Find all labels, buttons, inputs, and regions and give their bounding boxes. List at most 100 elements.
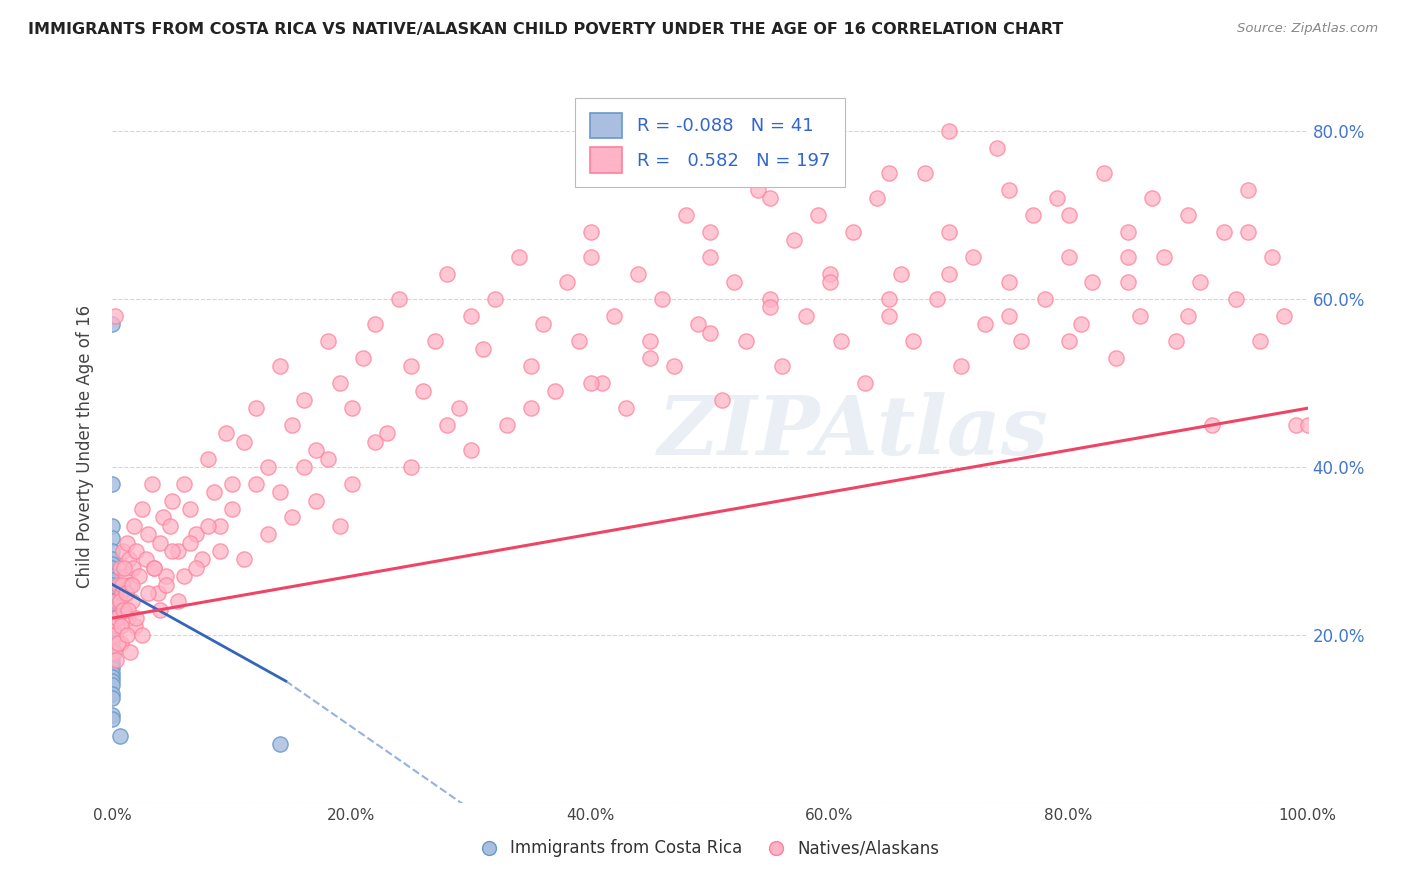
- Point: [855, 376, 877, 390]
- Point: [460, 309, 482, 323]
- Point: [101, 560, 124, 574]
- Point: [1094, 166, 1116, 180]
- Point: [101, 599, 124, 613]
- Point: [401, 460, 423, 475]
- Point: [842, 225, 865, 239]
- Point: [1296, 417, 1319, 432]
- Point: [1081, 275, 1104, 289]
- Point: [747, 183, 769, 197]
- Point: [735, 334, 758, 348]
- Point: [1213, 225, 1236, 239]
- Point: [103, 645, 125, 659]
- Point: [794, 309, 817, 323]
- Point: [186, 527, 208, 541]
- Point: [101, 690, 124, 705]
- Point: [105, 653, 128, 667]
- Point: [101, 670, 124, 684]
- Point: [281, 510, 304, 524]
- Point: [101, 665, 124, 680]
- Point: [305, 493, 328, 508]
- Point: [112, 603, 135, 617]
- Point: [110, 619, 132, 633]
- Point: [101, 574, 124, 588]
- Point: [759, 191, 782, 205]
- Point: [962, 250, 984, 264]
- Point: [114, 560, 135, 574]
- Point: [388, 292, 411, 306]
- Point: [472, 343, 495, 357]
- Point: [364, 318, 387, 332]
- Point: [460, 443, 482, 458]
- Point: [101, 674, 124, 689]
- Text: Source: ZipAtlas.com: Source: ZipAtlas.com: [1237, 22, 1378, 36]
- Point: [364, 434, 387, 449]
- Point: [890, 267, 912, 281]
- Point: [108, 560, 131, 574]
- Point: [104, 309, 127, 323]
- Point: [101, 594, 124, 608]
- Point: [508, 250, 530, 264]
- Point: [340, 401, 363, 416]
- Point: [179, 502, 201, 516]
- Point: [101, 707, 124, 722]
- Point: [425, 334, 447, 348]
- Point: [1237, 225, 1260, 239]
- Point: [101, 532, 124, 546]
- Point: [1153, 250, 1175, 264]
- Point: [101, 687, 124, 701]
- Point: [305, 443, 328, 458]
- Point: [675, 208, 697, 222]
- Point: [1189, 275, 1212, 289]
- Point: [124, 619, 146, 633]
- Point: [101, 632, 124, 646]
- Point: [105, 611, 128, 625]
- Point: [101, 619, 124, 633]
- Point: [699, 326, 721, 340]
- Point: [340, 476, 363, 491]
- Point: [101, 476, 124, 491]
- Point: [101, 636, 124, 650]
- Point: [125, 611, 148, 625]
- Point: [167, 544, 190, 558]
- Point: [269, 737, 291, 751]
- Point: [1272, 309, 1295, 323]
- Point: [138, 586, 160, 600]
- Point: [186, 560, 208, 574]
- Point: [927, 292, 949, 306]
- Point: [105, 594, 128, 608]
- Point: [329, 518, 352, 533]
- Point: [640, 351, 662, 365]
- Point: [114, 603, 135, 617]
- Point: [146, 586, 169, 600]
- Point: [579, 225, 602, 239]
- Point: [131, 628, 153, 642]
- Point: [114, 586, 136, 600]
- Point: [316, 334, 339, 348]
- Point: [568, 334, 591, 348]
- Point: [101, 607, 124, 621]
- Point: [998, 309, 1021, 323]
- Point: [974, 318, 997, 332]
- Point: [131, 502, 153, 516]
- Point: [831, 334, 853, 348]
- Point: [245, 401, 267, 416]
- Point: [149, 603, 172, 617]
- Point: [592, 376, 614, 390]
- Point: [173, 476, 195, 491]
- Point: [1033, 292, 1056, 306]
- Point: [818, 267, 841, 281]
- Point: [1261, 250, 1284, 264]
- Point: [173, 569, 195, 583]
- Point: [159, 518, 181, 533]
- Point: [1177, 309, 1199, 323]
- Point: [121, 577, 143, 591]
- Point: [292, 460, 315, 475]
- Point: [101, 552, 124, 566]
- Point: [1177, 208, 1199, 222]
- Text: IMMIGRANTS FROM COSTA RICA VS NATIVE/ALASKAN CHILD POVERTY UNDER THE AGE OF 16 C: IMMIGRANTS FROM COSTA RICA VS NATIVE/ALA…: [28, 22, 1063, 37]
- Point: [101, 678, 124, 692]
- Point: [117, 611, 139, 625]
- Point: [125, 544, 148, 558]
- Point: [699, 225, 721, 239]
- Point: [1118, 250, 1140, 264]
